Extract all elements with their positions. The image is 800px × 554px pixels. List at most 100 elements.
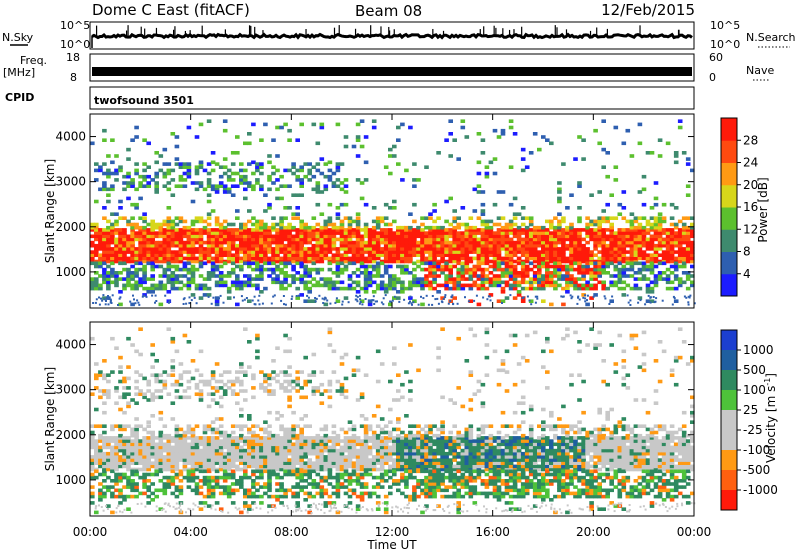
range-gate-cell (496, 216, 502, 220)
range-gate-cell (633, 225, 639, 230)
range-gate-cell (182, 451, 188, 456)
scatter-speckle (452, 302, 455, 305)
range-gate-cell (476, 277, 482, 281)
range-gate-cell (283, 247, 288, 251)
range-gate-cell (508, 271, 514, 275)
range-gate-cell (174, 436, 180, 440)
range-gate-cell (581, 228, 586, 232)
range-gate-cell (392, 277, 397, 281)
range-gate-cell (681, 256, 687, 261)
range-gate-cell (319, 491, 325, 496)
range-gate-cell (428, 283, 433, 288)
range-gate-cell (452, 280, 457, 285)
range-gate-cell (601, 237, 606, 242)
range-gate-cell (541, 250, 546, 254)
date-title: 12/Feb/2015 (601, 1, 695, 19)
range-gate-cell (508, 261, 514, 266)
range-gate-cell (98, 234, 103, 239)
range-gate-cell (243, 247, 248, 251)
range-gate-cell (206, 253, 212, 257)
range-gate-cell (158, 436, 164, 440)
scatter-speckle (604, 297, 607, 300)
range-gate-cell (383, 250, 389, 254)
range-gate-cell (593, 261, 598, 266)
range-gate-cell (383, 234, 389, 239)
range-gate-cell (404, 286, 409, 291)
range-gate-cell (210, 436, 216, 440)
range-gate-cell (295, 174, 300, 179)
range-gate-cell (327, 243, 333, 248)
range-gate-cell (585, 283, 590, 288)
range-gate-cell (263, 243, 268, 248)
range-gate-cell (367, 253, 373, 257)
range-gate-cell (158, 253, 164, 257)
range-gate-cell (90, 445, 95, 450)
range-gate-cell (287, 373, 292, 377)
range-gate-cell (665, 247, 671, 251)
range-gate-cell (126, 451, 131, 456)
range-gate-cell (645, 299, 651, 303)
range-gate-cell (528, 250, 534, 254)
scatter-speckle (240, 295, 243, 298)
range-gate-cell (243, 237, 248, 242)
range-gate-cell (327, 494, 333, 499)
range-gate-cell (178, 286, 184, 291)
range-gate-cell (226, 439, 232, 443)
range-gate-cell (206, 482, 212, 486)
range-gate-cell (335, 184, 341, 188)
range-gate-cell (138, 280, 143, 285)
range-gate-cell (267, 389, 272, 393)
range-gate-cell (243, 436, 248, 440)
range-gate-cell (150, 439, 155, 443)
range-gate-cell (315, 386, 321, 390)
range-gate-cell (456, 250, 461, 254)
range-gate-cell (243, 196, 248, 201)
scatter-speckle (687, 301, 690, 304)
range-gate-cell (174, 253, 180, 257)
range-gate-cell (230, 231, 236, 235)
range-gate-cell (504, 271, 510, 275)
range-gate-cell (432, 250, 437, 254)
range-gate-cell (118, 237, 123, 242)
range-gate-cell (343, 479, 349, 483)
scatter-speckle (98, 296, 100, 299)
range-gate-cell (134, 379, 139, 384)
range-gate-cell (589, 234, 594, 239)
range-gate-cell (569, 250, 574, 254)
range-gate-cell (355, 135, 361, 139)
range-gate-cell (404, 264, 409, 269)
range-gate-cell (412, 162, 417, 166)
range-gate-cell (343, 442, 349, 447)
range-gate-cell (146, 234, 151, 239)
range-gate-cell (569, 274, 574, 278)
range-gate-cell (681, 234, 687, 239)
range-gate-cell (295, 256, 300, 261)
scatter-speckle (306, 294, 309, 297)
range-gate-cell (577, 237, 582, 242)
range-gate-cell (295, 138, 300, 142)
range-gate-cell (235, 184, 240, 188)
range-gate-cell (520, 250, 526, 254)
range-gate-cell (335, 250, 341, 254)
range-gate-cell (452, 231, 457, 235)
range-gate-cell (319, 488, 325, 493)
range-gate-cell (472, 280, 478, 285)
range-gate-cell (182, 228, 188, 232)
range-gate-cell (335, 467, 341, 472)
range-gate-cell (134, 253, 139, 257)
range-gate-cell (279, 494, 284, 499)
range-gate-cell (685, 225, 691, 230)
scatter-speckle (431, 303, 434, 306)
range-gate-cell (255, 488, 260, 493)
scatter-speckle (323, 298, 326, 301)
range-gate-cell (150, 274, 155, 278)
range-gate-cell (295, 168, 300, 173)
range-gate-cell (621, 190, 627, 194)
range-gate-cell (569, 267, 574, 272)
range-gate-cell (303, 439, 308, 443)
scatter-speckle (359, 298, 362, 301)
range-gate-cell (589, 296, 594, 300)
range-gate-cell (573, 277, 578, 281)
range-gate-cell (291, 410, 296, 415)
range-gate-cell (287, 389, 292, 393)
